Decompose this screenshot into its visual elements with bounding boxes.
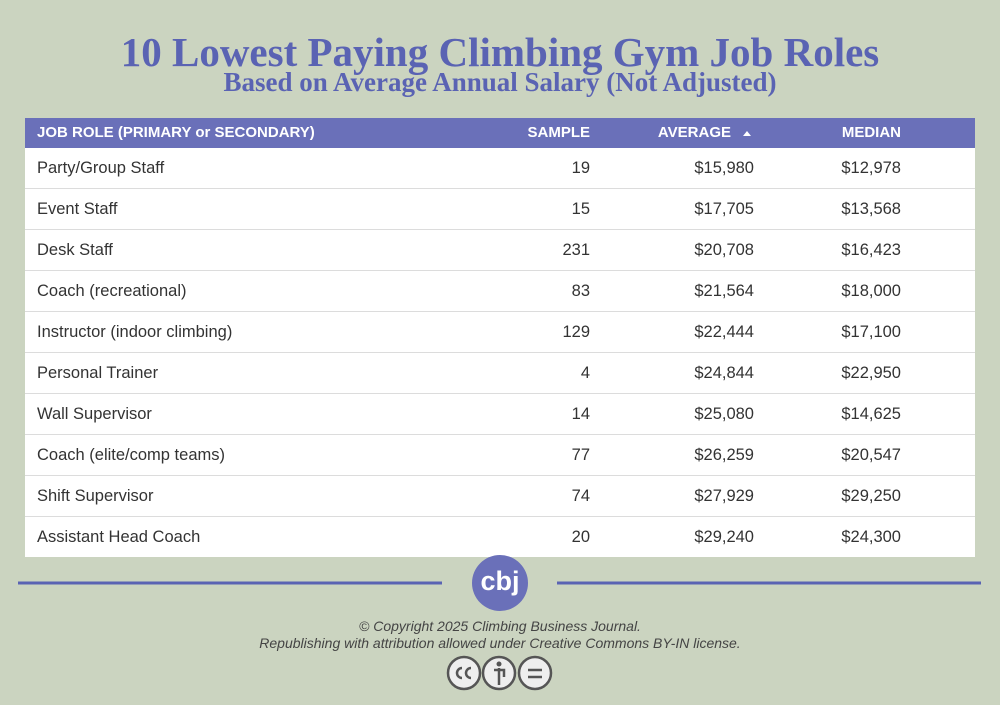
title: 10 Lowest Paying Climbing Gym Job Roles	[120, 29, 880, 75]
table-cell: 14	[571, 405, 590, 423]
table-cell: $21,564	[694, 282, 754, 300]
table-cell: $20,547	[841, 446, 901, 464]
table-cell: $12,978	[841, 159, 901, 177]
table-cell: Instructor (indoor climbing)	[37, 323, 233, 341]
table-cell: $24,844	[694, 364, 754, 382]
table-cell: $26,259	[694, 446, 754, 464]
subtitle: Based on Average Annual Salary (Not Adju…	[223, 67, 777, 97]
license-icons	[446, 655, 553, 691]
table-cell: 20	[571, 528, 590, 546]
column-header[interactable]: AVERAGE	[658, 118, 751, 148]
table-cell: Shift Supervisor	[37, 487, 154, 505]
column-header: JOB ROLE (PRIMARY or SECONDARY)	[37, 124, 315, 141]
table-cell: $16,423	[841, 241, 901, 259]
table-cell: $24,300	[841, 528, 901, 546]
table-cell: 4	[580, 364, 590, 382]
table-cell: $22,444	[694, 323, 754, 341]
table-row: Party/Group Staff 19 $15,980 $12,978	[25, 148, 975, 189]
table-cell: Assistant Head Coach	[37, 528, 201, 546]
table-cell: 231	[562, 241, 590, 259]
table-cell: $25,080	[694, 405, 754, 423]
license-note: Republishing with attribution allowed un…	[259, 635, 741, 651]
table-cell: 74	[571, 487, 590, 505]
table-header: JOB ROLE (PRIMARY or SECONDARY) SAMPLE AVE…	[25, 118, 975, 148]
table-cell: $29,240	[694, 528, 754, 546]
table-cell: $22,950	[841, 364, 901, 382]
table-row: Personal Trainer 4 $24,844 $22,950	[25, 353, 975, 394]
table-cell: Event Staff	[37, 200, 118, 218]
table-row: Desk Staff 231 $20,708 $16,423	[25, 230, 975, 271]
table-cell: $17,705	[694, 200, 754, 218]
table-cell: $17,100	[841, 323, 901, 341]
column-header: MEDIAN	[841, 124, 901, 141]
table-row: Coach (elite/comp teams) 77 $26,259 $20,547	[25, 435, 975, 476]
table-row: Shift Supervisor 74 $27,929 $29,250	[25, 476, 975, 517]
sort-arrow	[743, 131, 751, 136]
table-cell: Wall Supervisor	[37, 405, 152, 423]
table: JOB ROLE (PRIMARY or SECONDARY) SAMPLE AVE…	[25, 118, 975, 557]
table-cell: Personal Trainer	[37, 364, 159, 382]
table-row: Coach (recreational) 83 $21,564 $18,000	[25, 271, 975, 312]
table-row: Wall Supervisor 14 $25,080 $14,625	[25, 394, 975, 435]
table-cell: 83	[571, 282, 590, 300]
table-cell: $27,929	[694, 487, 754, 505]
table-cell: Desk Staff	[37, 241, 113, 259]
column-header: SAMPLE	[527, 124, 590, 141]
table-cell: $20,708	[694, 241, 754, 259]
table-cell: $29,250	[841, 487, 901, 505]
table-cell: Party/Group Staff	[37, 159, 165, 177]
table-cell: Coach (elite/comp teams)	[37, 446, 225, 464]
logo: cbj	[472, 555, 528, 611]
table-cell: 19	[571, 159, 590, 177]
table-cell: $14,625	[841, 405, 901, 423]
table-cell: $18,000	[841, 282, 901, 300]
table-cell: 129	[562, 323, 590, 341]
table-cell: 15	[571, 200, 590, 218]
table-cell: $13,568	[841, 200, 901, 218]
table-cell: 77	[571, 446, 590, 464]
table-row: Event Staff 15 $17,705 $13,568	[25, 189, 975, 230]
table-cell: Coach (recreational)	[37, 282, 187, 300]
table-row: Instructor (indoor climbing) 129 $22,444 $1…	[25, 312, 975, 353]
table-cell: $15,980	[694, 159, 754, 177]
table-row: Assistant Head Coach 20 $29,240 $24,300	[25, 517, 975, 557]
copyright: © Copyright 2025 Climbing Business Journ…	[359, 618, 641, 634]
